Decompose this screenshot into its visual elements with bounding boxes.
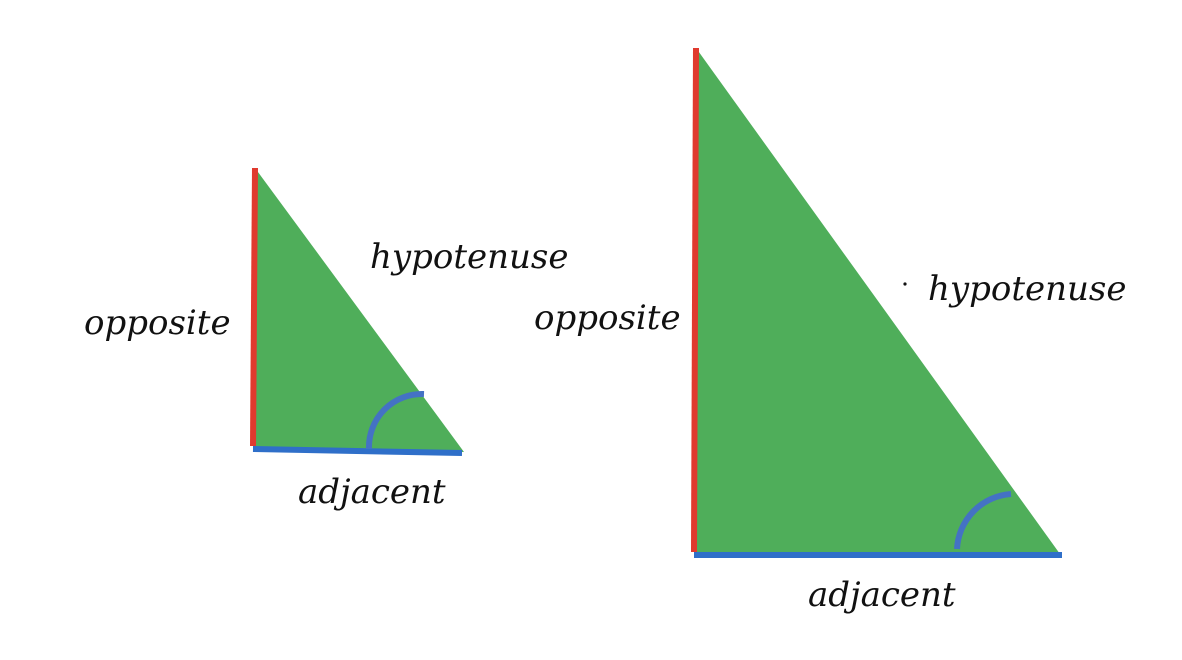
small-triangle-hypotenuse-label: hypotenuse xyxy=(370,237,569,277)
small-triangle-opposite-side xyxy=(250,167,258,447)
small-triangle-adjacent-label: adjacent xyxy=(298,472,446,512)
small-triangle-adjacent-side xyxy=(252,446,463,456)
small-triangle-body xyxy=(253,168,464,452)
small-triangle-angle-arc xyxy=(365,390,425,450)
small-triangle-opposite-label: opposite xyxy=(84,303,231,343)
large-triangle-opposite-label: opposite xyxy=(534,298,681,338)
large-triangle-hypotenuse-label: hypotenuse xyxy=(928,269,1127,309)
large-triangle-opposite-side xyxy=(691,47,699,553)
large-triangle-body xyxy=(694,48,1060,554)
stray-dot xyxy=(903,282,907,286)
large-triangle: hypotenuse opposite adjacent xyxy=(534,47,1127,615)
large-triangle-adjacent-label: adjacent xyxy=(808,575,956,615)
large-triangle-angle-arc xyxy=(954,491,1012,550)
small-triangle: hypotenuse opposite adjacent xyxy=(84,167,569,512)
